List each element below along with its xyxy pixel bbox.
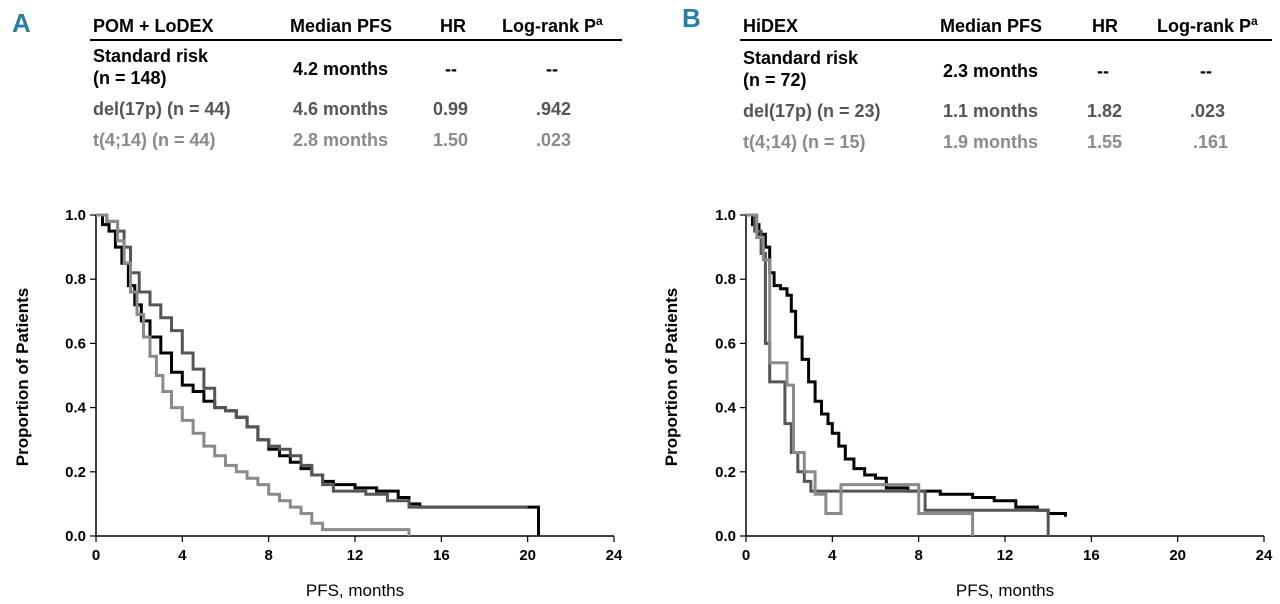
panel-b-row-standard-median: 2.3 months	[943, 61, 1038, 81]
panel-a-y-tick-label: 0.2	[65, 464, 86, 481]
panel-b-y-tick-label: 0.0	[715, 528, 736, 545]
panel-a-x-axis-label: PFS, months	[306, 581, 404, 600]
panel-a-row-t414-median: 2.8 months	[293, 130, 388, 150]
panel-b-y-axis-label: Proportion of Patients	[662, 288, 681, 467]
panel-b-table-header-median: Median PFS	[940, 16, 1042, 36]
panel-b-row-standard-name-line1: Standard risk	[743, 48, 859, 68]
panel-a-x-tick-label: 8	[264, 547, 272, 564]
panel-a-table-header-logrank: Log-rank Pa	[502, 14, 603, 36]
panel-a-y-tick-label: 0.0	[65, 528, 86, 545]
panel-b-row-standard-name-line2: (n = 72)	[743, 70, 807, 90]
panel-b-row-del17p-p: .023	[1190, 101, 1225, 121]
panel-a-x-tick-label: 0	[92, 547, 100, 564]
panel-b-row-t414-median: 1.9 months	[943, 132, 1038, 152]
panel-b-y-tick-label: 0.4	[715, 400, 737, 417]
panel-b-y-tick-label: 0.8	[715, 271, 736, 288]
panel-b-x-tick-label: 4	[828, 547, 837, 564]
panel-a-table-header-median: Median PFS	[290, 16, 392, 36]
panel-a-y-axis-label: Proportion of Patients	[13, 288, 32, 467]
panel-a-table-header-hr: HR	[440, 16, 466, 36]
panel-b-series-t-4-14	[746, 213, 975, 536]
panel-a-row-del17p-median: 4.6 months	[293, 99, 388, 119]
panel-a-row-del17p-hr: 0.99	[433, 99, 468, 119]
panel-a-row-t414-hr: 1.50	[433, 130, 468, 150]
panel-a-series-del-17p	[96, 213, 528, 509]
panel-b-y-tick-label: 1.0	[715, 207, 736, 224]
panel-a-x-tick-label: 12	[347, 547, 364, 564]
panel-a-x-tick-label: 4	[178, 547, 187, 564]
panel-a-row-standard-median: 4.2 months	[293, 59, 388, 79]
panel-b-row-del17p-name: del(17p) (n = 23)	[743, 101, 881, 121]
panel-a-row-standard-p: --	[546, 59, 558, 79]
panel-a-series-t-4-14	[96, 213, 411, 536]
panel-a-letter: A	[12, 8, 31, 38]
panel-a-row-t414-name: t(4;14) (n = 44)	[93, 130, 216, 150]
panel-b-x-tick-label: 20	[1169, 547, 1186, 564]
panel-a-x-tick-label: 20	[519, 547, 536, 564]
panel-a-x-tick-label: 24	[606, 547, 623, 564]
panel-b-table-header-hr: HR	[1092, 16, 1118, 36]
panel-b-y-tick-label: 0.2	[715, 464, 736, 481]
panel-a-row-standard-name-line2: (n = 148)	[93, 68, 167, 88]
panel-a-logrank-superscript: a	[596, 14, 603, 28]
panel-a-logrank-text: Log-rank P	[502, 16, 596, 36]
panel-b-plot: 0 4 8 12 16 20 24 0.0 0.2 0.4 0.6 0.8 1.0	[715, 207, 1273, 564]
panel-a-x-tick-label: 16	[433, 547, 450, 564]
panel-a-y-tick-label: 1.0	[65, 207, 86, 224]
panel-b-row-t414-hr: 1.55	[1087, 132, 1122, 152]
panel-a-y-tick-label: 0.4	[65, 400, 87, 417]
panel-b-x-tick-label: 16	[1083, 547, 1100, 564]
panel-b-row-t414-name: t(4;14) (n = 15)	[743, 132, 866, 152]
panel-b-y-tick-label: 0.6	[715, 335, 736, 352]
panel-b-x-tick-label: 12	[997, 547, 1014, 564]
panel-b-x-tick-label: 24	[1256, 547, 1273, 564]
panel-a-plot: 0 4 8 12 16 20 24 0.0 0.2 0.4 0.6 0.8 1.0	[65, 207, 623, 564]
panel-a-row-del17p-p: .942	[536, 99, 571, 119]
panel-b-row-t414-p: .161	[1193, 132, 1228, 152]
panel-a-row-t414-p: .023	[536, 130, 571, 150]
panel-b-letter: B	[682, 3, 701, 33]
panel-a-row-standard-hr: --	[445, 59, 457, 79]
panel-b-logrank-text: Log-rank P	[1157, 16, 1251, 36]
panel-b-logrank-superscript: a	[1251, 14, 1258, 28]
panel-b-row-del17p-median: 1.1 months	[943, 101, 1038, 121]
panel-b-table-header-regimen: HiDEX	[743, 16, 798, 36]
panel-b: B HiDEX Median PFS HR Log-rank Pa Standa…	[662, 3, 1273, 600]
panel-a-row-del17p-name: del(17p) (n = 44)	[93, 99, 231, 119]
panel-b-x-tick-label: 0	[742, 547, 750, 564]
panel-a-table-header-regimen: POM + LoDEX	[93, 16, 214, 36]
panel-a: A POM + LoDEX Median PFS HR Log-rank Pa …	[12, 8, 623, 600]
panel-b-row-del17p-hr: 1.82	[1087, 101, 1122, 121]
panel-b-row-standard-hr: --	[1097, 61, 1109, 81]
panel-b-table-header-logrank: Log-rank Pa	[1157, 14, 1258, 36]
panel-b-x-axis-label: PFS, months	[956, 581, 1054, 600]
panel-b-series-standard-risk	[746, 213, 1067, 517]
panel-a-row-standard-name-line1: Standard risk	[93, 46, 209, 66]
panel-a-y-tick-label: 0.8	[65, 271, 86, 288]
panel-b-x-tick-label: 8	[914, 547, 922, 564]
panel-b-row-standard-p: --	[1200, 61, 1212, 81]
panel-a-y-tick-label: 0.6	[65, 335, 86, 352]
